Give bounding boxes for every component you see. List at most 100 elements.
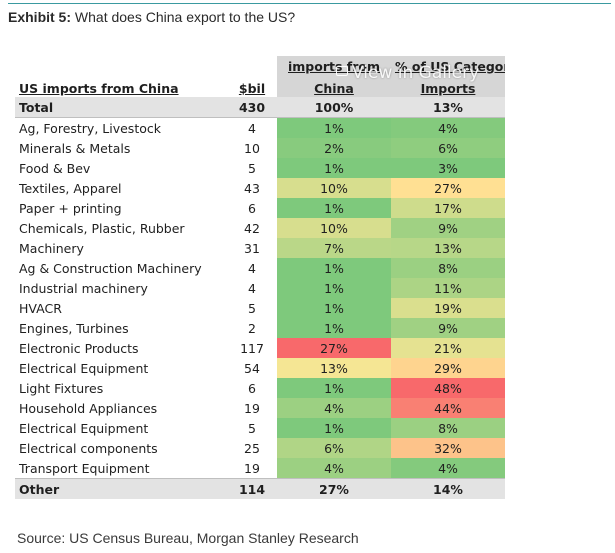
row-bil: 31 xyxy=(244,240,260,256)
header-bil: $bil xyxy=(238,81,266,96)
table-row: Engines, Turbines 2 1% 9% xyxy=(15,318,505,338)
table-row: Household Appliances 19 4% 44% xyxy=(15,398,505,418)
row-share: 10% xyxy=(277,178,391,198)
row-bil: 43 xyxy=(244,180,260,196)
row-name: Other xyxy=(15,478,227,499)
table-row: Transport Equipment 19 4% 4% xyxy=(15,458,505,479)
row-bil: 5 xyxy=(248,420,256,436)
exhibit-label: Exhibit 5: xyxy=(8,9,72,25)
row-share: 4% xyxy=(277,398,391,418)
header-category-top: % of US Category xyxy=(391,56,505,75)
row-bil: 19 xyxy=(244,400,260,416)
source-note: Source: US Census Bureau, Morgan Stanley… xyxy=(17,530,359,546)
row-share: 1% xyxy=(277,198,391,218)
row-name: Ag & Construction Machinery xyxy=(19,260,202,276)
row-category-share: 13% xyxy=(391,238,505,258)
table-row: Paper + printing 6 1% 17% xyxy=(15,198,505,218)
other-row: Other 114 27% 14% xyxy=(15,478,505,499)
row-name: Ag, Forestry, Livestock xyxy=(19,120,161,136)
table-row: Textiles, Apparel 43 10% 27% xyxy=(15,178,505,198)
row-name: Machinery xyxy=(19,240,84,256)
table-row: Food & Bev 5 1% 3% xyxy=(15,158,505,178)
row-category-share: 6% xyxy=(391,138,505,158)
row-category-share: 19% xyxy=(391,298,505,318)
row-bil: 117 xyxy=(240,340,264,356)
table-row: Industrial machinery 4 1% 11% xyxy=(15,278,505,298)
row-name: Industrial machinery xyxy=(19,280,148,296)
china-imports-table: imports from % of US Category US imports… xyxy=(15,56,505,499)
row-name: Textiles, Apparel xyxy=(19,180,122,196)
row-share: 10% xyxy=(277,218,391,238)
header-share-top: imports from xyxy=(277,56,391,75)
row-name: Light Fixtures xyxy=(19,380,104,396)
row-share: 6% xyxy=(277,438,391,458)
header-share: China xyxy=(277,75,391,97)
row-category-share: 14% xyxy=(391,478,505,499)
row-share: 1% xyxy=(277,418,391,438)
row-category-share: 11% xyxy=(391,278,505,298)
row-bil: 19 xyxy=(244,460,260,476)
table-row: Electrical Equipment 54 13% 29% xyxy=(15,358,505,378)
row-bil: 25 xyxy=(244,440,260,456)
row-name: Electrical components xyxy=(19,440,158,456)
row-name: Paper + printing xyxy=(19,200,122,216)
row-category-share: 21% xyxy=(391,338,505,358)
row-category-share: 27% xyxy=(391,178,505,198)
table-row: Minerals & Metals 10 2% 6% xyxy=(15,138,505,158)
row-share: 100% xyxy=(277,97,391,118)
exhibit-title-text: What does China export to the US? xyxy=(74,9,296,25)
row-name: Food & Bev xyxy=(19,160,91,176)
row-bil: 4 xyxy=(248,120,256,136)
row-bil: 4 xyxy=(248,260,256,276)
row-bil: 10 xyxy=(244,140,260,156)
row-bil: 4 xyxy=(248,280,256,296)
row-share: 27% xyxy=(277,478,391,499)
row-name: Electrical Equipment xyxy=(19,360,149,376)
row-share: 1% xyxy=(277,278,391,298)
row-name: Minerals & Metals xyxy=(19,140,131,156)
row-category-share: 4% xyxy=(391,117,505,138)
header-category: US imports from China xyxy=(19,81,179,96)
table-row: HVACR 5 1% 19% xyxy=(15,298,505,318)
row-name: Electronic Products xyxy=(19,340,139,356)
row-bil: 430 xyxy=(227,97,277,118)
table-row: Electrical components 25 6% 32% xyxy=(15,438,505,458)
header-category-imports: Imports xyxy=(391,75,505,97)
row-name: Electrical Equipment xyxy=(19,420,149,436)
row-bil: 5 xyxy=(248,160,256,176)
row-category-share: 29% xyxy=(391,358,505,378)
row-name: Engines, Turbines xyxy=(19,320,129,336)
row-name: HVACR xyxy=(19,300,62,316)
row-bil: 114 xyxy=(227,478,277,499)
row-bil: 6 xyxy=(248,380,256,396)
top-divider-line xyxy=(8,3,611,4)
row-category-share: 44% xyxy=(391,398,505,418)
row-name: Total xyxy=(15,97,227,118)
row-category-share: 8% xyxy=(391,258,505,278)
table-row: Light Fixtures 6 1% 48% xyxy=(15,378,505,398)
row-category-share: 3% xyxy=(391,158,505,178)
table-row: Chemicals, Plastic, Rubber 42 10% 9% xyxy=(15,218,505,238)
table-row: Machinery 31 7% 13% xyxy=(15,238,505,258)
row-share: 13% xyxy=(277,358,391,378)
row-share: 4% xyxy=(277,458,391,479)
row-name: Transport Equipment xyxy=(19,460,150,476)
row-share: 1% xyxy=(277,318,391,338)
row-name: Household Appliances xyxy=(19,400,158,416)
row-share: 1% xyxy=(277,258,391,278)
table-row: Ag, Forestry, Livestock 4 1% 4% xyxy=(15,117,505,138)
row-bil: 54 xyxy=(244,360,260,376)
row-share: 2% xyxy=(277,138,391,158)
row-share: 1% xyxy=(277,117,391,138)
row-category-share: 13% xyxy=(391,97,505,118)
row-name: Chemicals, Plastic, Rubber xyxy=(19,220,185,236)
row-category-share: 4% xyxy=(391,458,505,479)
row-category-share: 32% xyxy=(391,438,505,458)
row-category-share: 17% xyxy=(391,198,505,218)
table-row: Electronic Products 117 27% 21% xyxy=(15,338,505,358)
row-bil: 42 xyxy=(244,220,260,236)
row-share: 27% xyxy=(277,338,391,358)
row-category-share: 48% xyxy=(391,378,505,398)
row-bil: 5 xyxy=(248,300,256,316)
row-share: 1% xyxy=(277,298,391,318)
